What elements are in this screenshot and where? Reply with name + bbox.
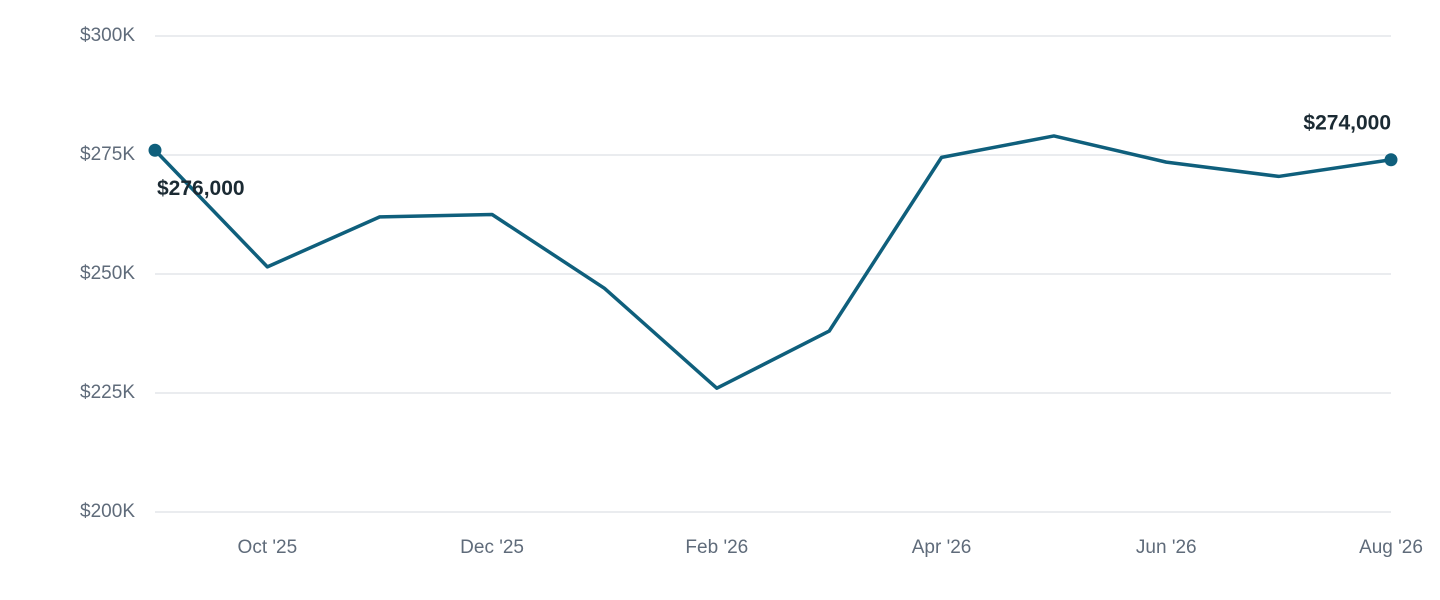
line (153, 134, 1392, 390)
y-tick-label: $250K (80, 263, 135, 284)
point (1384, 153, 1398, 167)
x-tick-label: Jun '26 (1136, 537, 1197, 558)
y-tick-label: $300K (80, 25, 135, 46)
y-tick-label: $275K (80, 144, 135, 165)
x-tick-label: Apr '26 (912, 537, 972, 558)
data-label: $274,000 (1303, 111, 1391, 134)
x-tick-label: Dec '25 (460, 537, 524, 558)
point (148, 143, 162, 157)
y-tick-label: $200K (80, 501, 135, 522)
y-tick-label: $225K (80, 382, 135, 403)
x-tick-label: Aug '26 (1359, 537, 1423, 558)
x-tick-label: Oct '25 (238, 537, 298, 558)
data-label: $276,000 (157, 177, 245, 200)
x-tick-label: Feb '26 (685, 537, 748, 558)
